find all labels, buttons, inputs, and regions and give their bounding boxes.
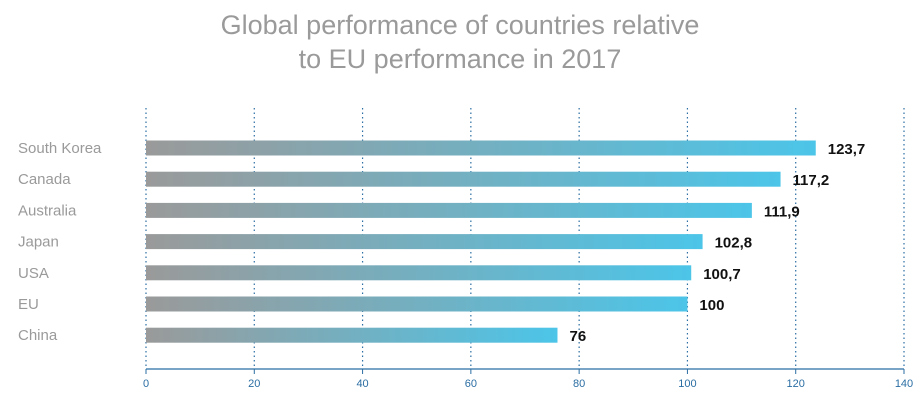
category-label: South Korea [18, 140, 102, 157]
chart-title-line-1: Global performance of countries relative [220, 10, 700, 40]
category-label: USA [18, 265, 49, 282]
category-label: Australia [18, 202, 77, 219]
value-label: 100,7 [703, 266, 741, 283]
bar [146, 265, 692, 281]
x-axis: 0 20 40 60 80 100 120 140 [143, 368, 913, 390]
bar [146, 171, 781, 187]
value-label: 111,9 [764, 203, 800, 220]
x-tick-label: 120 [787, 378, 805, 390]
category-label: Canada [18, 171, 71, 188]
value-label: 100 [699, 297, 724, 314]
bar [146, 296, 688, 312]
value-label: 102,8 [715, 235, 753, 252]
bar [146, 202, 752, 218]
category-label: China [18, 327, 58, 344]
category-label: EU [18, 296, 39, 313]
x-tick-label: 20 [248, 378, 260, 390]
x-tick-label: 140 [895, 378, 913, 390]
bar [146, 140, 816, 156]
bars: South Korea 123,7 Canada 117,2 Australia 111,… [18, 140, 865, 345]
x-tick-label: 60 [465, 378, 477, 390]
value-label: 76 [569, 328, 586, 345]
bar [146, 234, 703, 250]
x-tick-label: 0 [143, 378, 149, 390]
chart-title: Global performance of countries relative… [0, 8, 920, 76]
value-label: 117,2 [793, 172, 830, 189]
x-tick-label: 40 [356, 378, 368, 390]
x-tick-label: 80 [573, 378, 585, 390]
category-label: Japan [18, 234, 59, 251]
bar [146, 327, 558, 343]
value-label: 123,7 [828, 141, 866, 158]
chart-title-line-2: to EU performance in 2017 [298, 44, 622, 74]
x-tick-label: 100 [678, 378, 696, 390]
